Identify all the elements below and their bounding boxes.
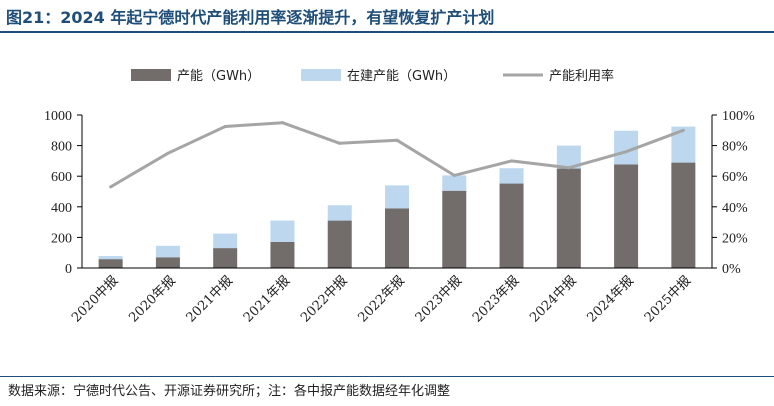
utilization-point <box>395 138 399 142</box>
legend-label: 产能（GWh） <box>177 69 260 84</box>
legend: 产能（GWh） 在建产能（GWh） 产能利用率 <box>131 68 614 84</box>
figure-title: 图21：2024 年起宁德时代产能利用率逐渐提升，有望恢复扩产计划 <box>6 8 495 27</box>
utilization-point <box>452 173 456 177</box>
source-divider <box>0 376 774 377</box>
utilization-point <box>338 141 342 145</box>
right-tick-label: 80% <box>722 140 748 155</box>
left-axis: 0 200 400 600 800 1000 <box>44 109 83 277</box>
capacity-bar <box>614 164 639 268</box>
right-tick-label: 0% <box>722 262 741 277</box>
utilization-line-group <box>109 121 685 189</box>
utilization-point <box>681 128 685 132</box>
left-tick-label: 400 <box>51 201 72 216</box>
under-construction-bar <box>499 168 524 184</box>
right-axis: 0% 20% 40% 60% 80% 100% <box>711 109 755 277</box>
left-tick-label: 0 <box>65 262 72 277</box>
left-tick-label: 200 <box>51 231 72 246</box>
capacity-bar <box>98 259 123 268</box>
right-tick-label: 20% <box>722 231 748 246</box>
right-tick-label: 60% <box>722 170 748 185</box>
capacity-bar <box>270 241 295 268</box>
x-tick-label: 2023中报 <box>413 273 465 325</box>
capacity-bar <box>155 257 180 268</box>
x-tick-label: 2022中报 <box>298 273 350 325</box>
x-tick-label: 2022年报 <box>355 273 407 325</box>
x-tick-label: 2020中报 <box>69 273 121 325</box>
capacity-bar <box>499 183 524 268</box>
x-tick-label: 2021中报 <box>184 273 236 325</box>
utilization-point <box>109 185 113 189</box>
x-tick-label: 2021年报 <box>241 273 293 325</box>
left-tick-label: 1000 <box>44 109 72 124</box>
under-construction-bar <box>442 175 467 191</box>
under-construction-bar <box>556 145 581 169</box>
under-construction-bar <box>155 245 180 258</box>
utilization-point <box>280 121 284 125</box>
left-tick-label: 600 <box>51 170 72 185</box>
under-construction-bar <box>327 205 352 221</box>
under-construction-bar <box>98 256 123 260</box>
under-construction-bar <box>213 233 238 249</box>
legend-swatch <box>131 69 171 81</box>
under-construction-bar <box>385 185 409 209</box>
capacity-bar <box>556 168 581 268</box>
bar-group <box>98 126 696 268</box>
legend-label: 产能利用率 <box>549 68 614 84</box>
source-note: 数据来源：宁德时代公告、开源证券研究所；注：各中报产能数据经年化调整 <box>8 384 451 399</box>
capacity-bar <box>213 248 238 268</box>
chart: 产能（GWh） 在建产能（GWh） 产能利用率 02004006008001000 … <box>44 68 755 326</box>
x-tick-label: 2024中报 <box>527 273 579 325</box>
x-tick-label: 2024年报 <box>585 273 637 325</box>
utilization-point <box>567 166 571 170</box>
left-tick-label: 800 <box>51 140 72 155</box>
capacity-bar <box>385 208 409 268</box>
under-construction-bar <box>270 220 295 242</box>
capacity-bar <box>327 220 352 268</box>
utilization-line <box>109 121 684 189</box>
capacity-bar <box>671 162 696 268</box>
right-tick-label: 40% <box>722 201 748 216</box>
utilization-point <box>166 151 170 155</box>
right-tick-label: 100% <box>722 109 755 124</box>
legend-label: 在建产能（GWh） <box>347 69 456 84</box>
utilization-point <box>223 124 227 128</box>
x-tick-label: 2020年报 <box>126 273 178 325</box>
title-divider <box>0 31 774 33</box>
utilization-point <box>510 159 514 163</box>
capacity-bar <box>442 190 467 268</box>
utilization-point <box>624 150 628 154</box>
x-axis: 2020中报 2020年报 2021中报 2021年报 2022中报 2022年报 2023… <box>69 267 712 326</box>
legend-swatch <box>301 69 341 81</box>
x-tick-label: 2025中报 <box>642 273 694 325</box>
x-tick-label: 2023年报 <box>470 273 522 325</box>
